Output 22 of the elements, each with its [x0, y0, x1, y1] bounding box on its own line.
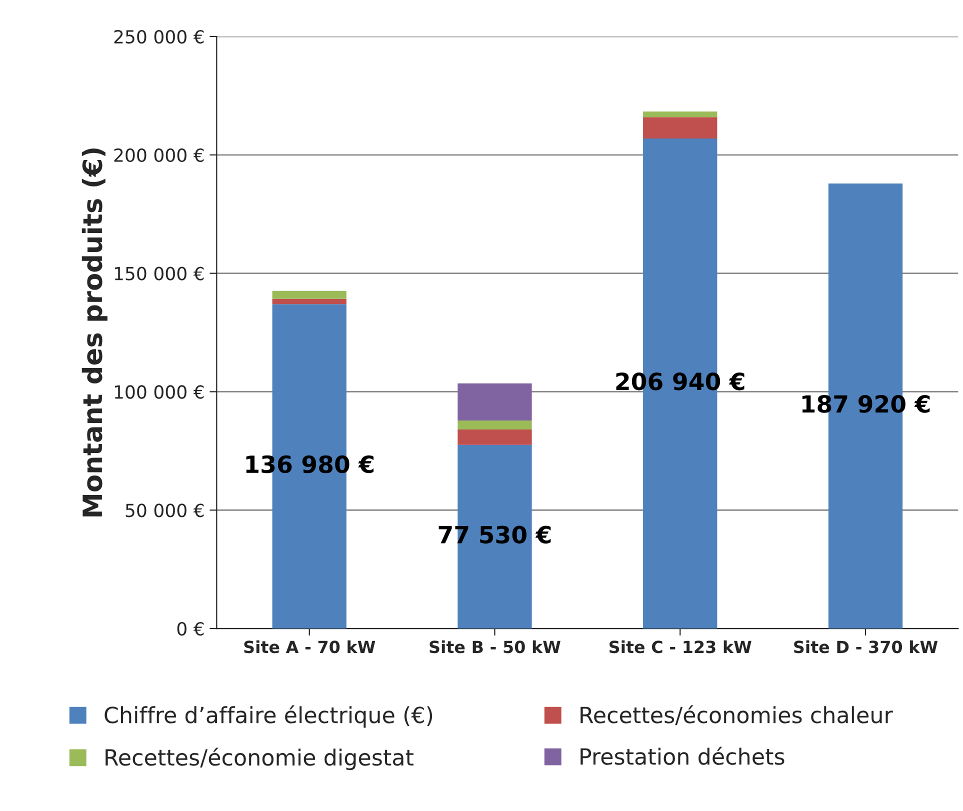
x-tick-label: Site C - 123 kW [610, 640, 752, 654]
legend-label: Chiffre d’affaire électrique (€) [104, 705, 432, 728]
x-tick-label: Site D - 370 kW [794, 640, 938, 654]
bar [458, 420, 532, 430]
bar [272, 298, 346, 304]
bar [643, 117, 718, 138]
legend-label: Prestation déchets [580, 746, 784, 765]
y-tick-label: 200 000 € [114, 148, 204, 162]
x-tick-label: Site B - 50 kW [430, 640, 560, 654]
bar [458, 430, 532, 445]
x-tick-label: Site A - 70 kW [244, 640, 376, 654]
y-tick-label: 150 000 € [114, 266, 204, 280]
y-tick-label: 0 € [177, 622, 204, 636]
legend-label: Recettes/économies chaleur [580, 705, 893, 726]
bar [643, 111, 718, 118]
bar [458, 383, 532, 421]
y-axis-title: Montant des produits (€) [82, 148, 108, 516]
y-tick-label: 100 000 € [114, 385, 204, 399]
y-tick-label: 250 000 € [114, 30, 204, 44]
legend-label: Recettes/économie digestat [106, 748, 414, 770]
y-tick-label: 50 000 € [126, 504, 204, 518]
bar [272, 290, 346, 299]
